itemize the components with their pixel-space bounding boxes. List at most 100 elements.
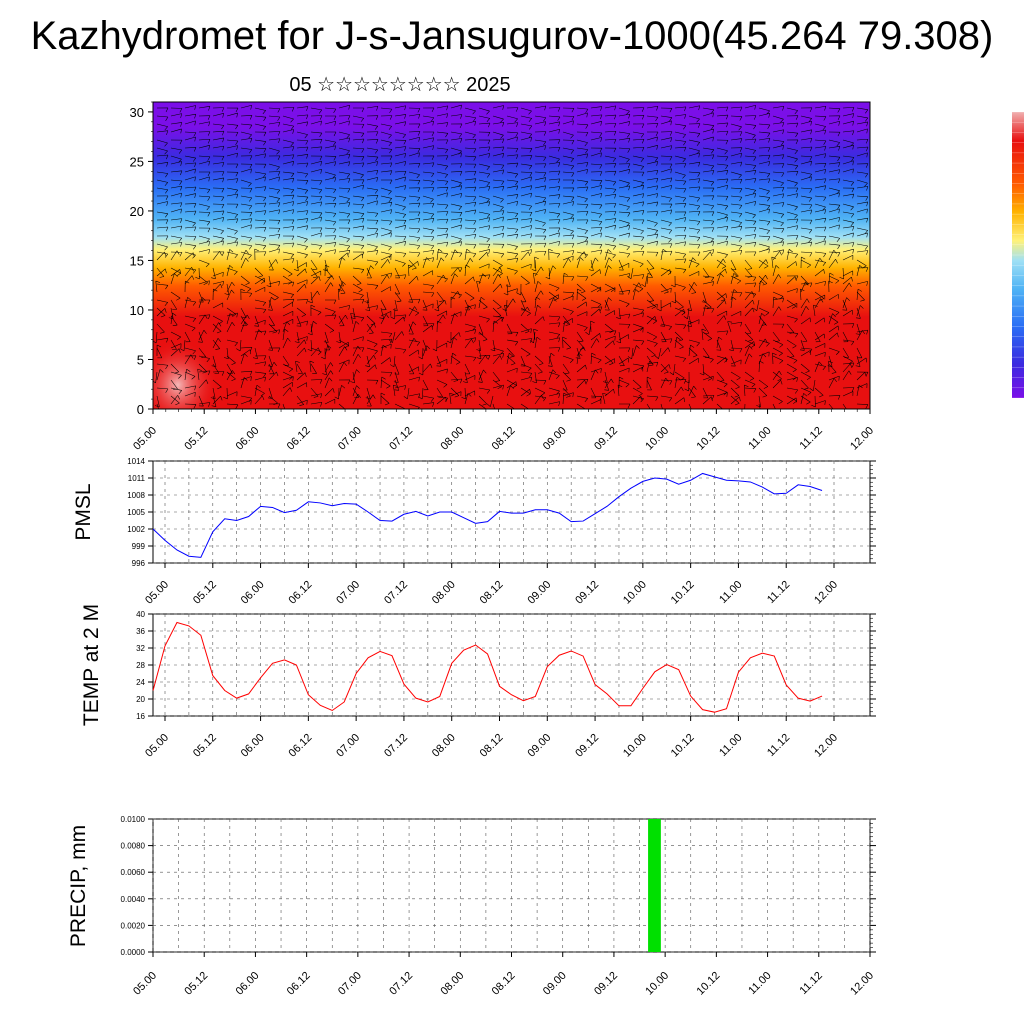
- wind-barb-flag: [766, 230, 770, 235]
- wind-barb: [226, 249, 230, 261]
- wind-barb: [268, 259, 277, 269]
- wind-barb: [212, 240, 224, 245]
- wind-barb: [268, 355, 273, 367]
- wind-barb: [478, 403, 487, 409]
- wind-barb-flag: [165, 195, 169, 201]
- wind-barb-flag: [459, 123, 463, 129]
- wind-barb: [324, 377, 330, 389]
- wind-barb-flag: [458, 206, 462, 211]
- wind-barb-flag: [837, 245, 841, 250]
- wind-barb-flag: [472, 110, 476, 115]
- wind-barb: [198, 402, 210, 405]
- wind-barb: [156, 226, 168, 229]
- wind-barb: [548, 294, 559, 301]
- wind-barb-flag: [806, 377, 811, 381]
- wind-barb: [548, 147, 560, 149]
- wind-barb: [478, 369, 484, 381]
- wind-barb-flag: [319, 379, 323, 384]
- wind-barb: [660, 249, 664, 261]
- wind-barb: [590, 232, 602, 237]
- wind-barb-flag: [294, 341, 300, 344]
- wind-barb: [212, 217, 224, 221]
- wind-barb: [590, 399, 602, 405]
- wind-barb: [366, 211, 378, 214]
- wind-barb-flag: [748, 339, 753, 342]
- wind-barb-flag: [244, 321, 249, 326]
- wind-barb-flag: [570, 134, 574, 139]
- wind-barb-flag: [556, 158, 560, 163]
- wind-barb: [618, 155, 630, 160]
- wind-barb-flag: [418, 114, 421, 119]
- wind-barb-flag: [810, 129, 813, 135]
- wind-barb-flag: [306, 121, 309, 127]
- wind-barb-flag: [862, 330, 866, 335]
- wind-barb-flag: [388, 134, 392, 139]
- wind-barb: [590, 185, 602, 189]
- wind-barb: [464, 249, 467, 261]
- wind-barb: [394, 225, 406, 229]
- wind-barb: [254, 171, 266, 175]
- wind-barb-flag: [504, 305, 509, 307]
- wind-barb-flag: [388, 254, 392, 259]
- series-line: [152, 621, 823, 713]
- wind-barb-flag: [682, 174, 686, 179]
- wind-barb: [352, 354, 359, 365]
- wind-barb-flag: [333, 299, 337, 305]
- wind-barb: [380, 338, 392, 341]
- wind-barb: [268, 299, 273, 311]
- wind-barb-flag: [249, 347, 253, 352]
- wind-barb-flag: [292, 209, 295, 215]
- wind-barb: [464, 265, 467, 277]
- wind-barb-flag: [572, 250, 575, 255]
- wind-barb-flag: [864, 372, 867, 377]
- wind-barb: [618, 203, 630, 208]
- wind-barb: [380, 286, 391, 293]
- wind-barb-flag: [417, 180, 421, 185]
- wind-barb: [254, 371, 266, 374]
- wind-barb: [254, 153, 266, 157]
- wind-barb: [240, 399, 252, 405]
- wind-barb-flag: [222, 210, 225, 216]
- wind-barb: [198, 203, 210, 207]
- wind-barb-flag: [194, 392, 196, 397]
- x-tick-label: 05.12: [191, 579, 219, 607]
- wind-barb-flag: [831, 372, 837, 374]
- wind-barb: [506, 347, 515, 357]
- wind-barb-flag: [838, 217, 840, 222]
- wind-barb: [548, 369, 554, 381]
- wind-barb: [688, 235, 700, 238]
- wind-barb: [660, 287, 672, 293]
- wind-barb-flag: [234, 214, 238, 219]
- wind-barb: [828, 315, 839, 323]
- wind-barb-flag: [697, 211, 701, 216]
- wind-barb-flag: [529, 389, 531, 394]
- wind-barb-flag: [384, 403, 390, 406]
- wind-barb-flag: [249, 149, 253, 154]
- wind-barb: [548, 178, 560, 181]
- wind-barb-flag: [454, 249, 459, 254]
- wind-barb: [674, 203, 686, 205]
- wind-barb: [520, 123, 532, 127]
- wind-barb-flag: [254, 248, 259, 252]
- series-line: [152, 472, 823, 558]
- wind-barb-flag: [613, 131, 617, 136]
- wind-barb: [786, 355, 798, 361]
- wind-barb: [282, 329, 285, 341]
- wind-barb: [744, 331, 754, 340]
- wind-barb-flag: [404, 114, 407, 119]
- wind-barb: [282, 146, 294, 149]
- wind-barb: [576, 195, 588, 200]
- wind-barb: [688, 219, 700, 222]
- wind-barb: [688, 345, 691, 357]
- wind-barb: [240, 291, 252, 294]
- wind-barb-flag: [408, 264, 413, 267]
- wind-barb: [800, 350, 811, 357]
- wind-barb-flag: [794, 182, 798, 187]
- wind-barb: [352, 298, 364, 301]
- wind-barb-flag: [514, 118, 518, 123]
- wind-barb: [254, 395, 263, 405]
- wind-barb-flag: [865, 163, 869, 168]
- wind-barb: [604, 388, 614, 397]
- wind-barb-flag: [530, 193, 532, 198]
- wind-barb-flag: [263, 117, 267, 122]
